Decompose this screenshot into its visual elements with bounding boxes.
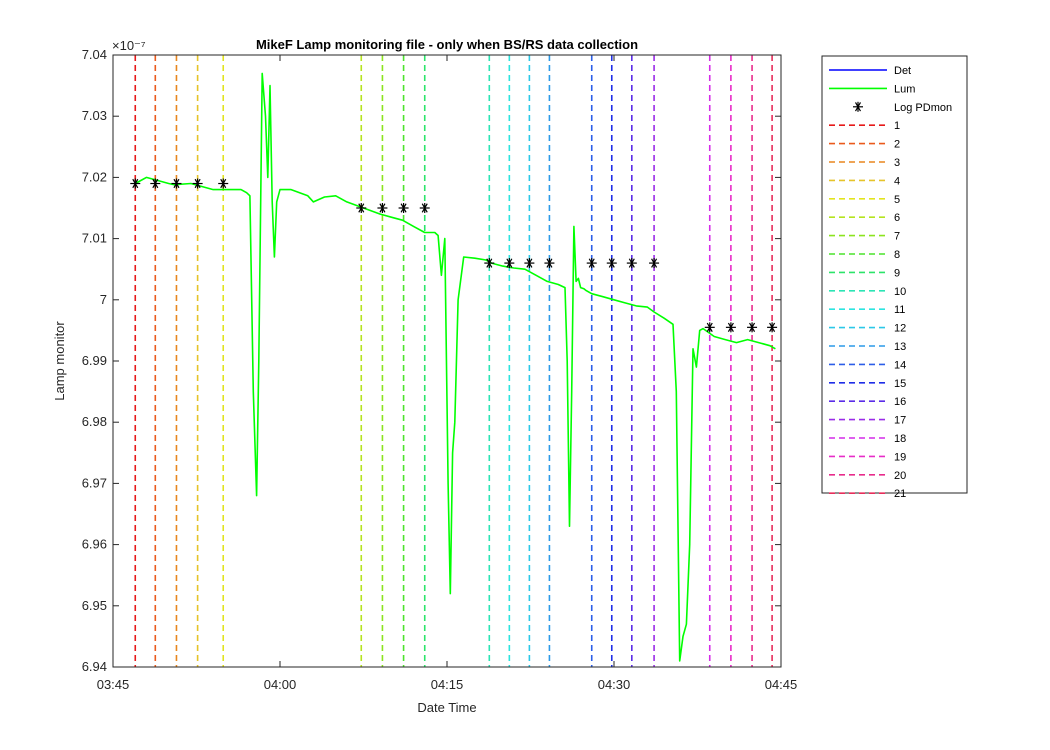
y-tick-label: 6.96 bbox=[82, 537, 107, 552]
y-tick-label: 6.99 bbox=[82, 353, 107, 368]
chart-title: MikeF Lamp monitoring file - only when B… bbox=[256, 37, 638, 52]
x-tick-label: 03:45 bbox=[97, 677, 130, 692]
log-pdmon-marker bbox=[130, 178, 141, 189]
series-layer bbox=[134, 72, 776, 662]
x-axis-ticks: 03:45 04:00 04:15 04:30 04:45 bbox=[97, 55, 798, 692]
log-pdmon-marker bbox=[704, 322, 715, 333]
log-pdmon-marker bbox=[150, 178, 161, 189]
legend-label: 6 bbox=[894, 212, 900, 224]
log-pdmon-marker bbox=[606, 258, 617, 269]
log-pdmon-marker bbox=[192, 178, 203, 189]
x-axis-label: Date Time bbox=[417, 700, 476, 715]
log-pdmon-marker bbox=[649, 258, 660, 269]
y-tick-label: 6.95 bbox=[82, 598, 107, 613]
legend-label: 4 bbox=[894, 175, 900, 187]
log-pdmon-markers bbox=[130, 178, 778, 333]
y-tick-label: 6.98 bbox=[82, 414, 107, 429]
legend-label: 19 bbox=[894, 451, 906, 463]
legend-label: Det bbox=[894, 65, 911, 77]
log-pdmon-marker bbox=[767, 322, 778, 333]
log-pdmon-marker bbox=[419, 203, 430, 213]
x-tick-label: 04:30 bbox=[598, 677, 631, 692]
legend-label: 7 bbox=[894, 231, 900, 243]
log-pdmon-marker bbox=[504, 258, 515, 269]
y-tick-label: 7.04 bbox=[82, 47, 107, 62]
series-lum-line bbox=[134, 72, 776, 662]
log-pdmon-marker bbox=[484, 258, 495, 269]
legend-label: 11 bbox=[894, 304, 905, 316]
legend-marker-log-pdmon bbox=[853, 101, 863, 112]
y-tick-label: 7.03 bbox=[82, 108, 107, 123]
y-axis-label: Lamp monitor bbox=[52, 321, 67, 401]
log-pdmon-marker bbox=[398, 203, 409, 213]
log-pdmon-marker bbox=[356, 203, 367, 213]
legend-label: 20 bbox=[894, 470, 906, 482]
y-axis-ticks: 6.94 6.95 6.96 6.97 6.98 6.99 7 7.01 7.02 7.03 7.0… bbox=[82, 47, 781, 674]
log-pdmon-marker bbox=[747, 322, 758, 333]
vertical-marker-lines bbox=[134, 55, 773, 667]
legend-label: 16 bbox=[894, 396, 906, 408]
legend-label: Lum bbox=[894, 83, 915, 95]
log-pdmon-marker bbox=[626, 258, 637, 269]
log-pdmon-marker bbox=[544, 258, 555, 269]
y-tick-label: 6.97 bbox=[82, 475, 107, 490]
log-pdmon-marker bbox=[171, 178, 182, 189]
legend-label: 8 bbox=[894, 249, 900, 261]
legend-label: 2 bbox=[894, 139, 900, 151]
legend-box bbox=[821, 55, 968, 494]
log-pdmon-marker bbox=[524, 258, 535, 269]
log-pdmon-marker bbox=[218, 178, 229, 189]
y-tick-label: 7 bbox=[100, 292, 107, 307]
legend-label: 17 bbox=[894, 415, 906, 427]
y-tick-label: 6.94 bbox=[82, 659, 107, 674]
y-exponent-label: ×10⁻⁷ bbox=[112, 38, 146, 53]
x-tick-label: 04:45 bbox=[765, 677, 798, 692]
x-tick-label: 04:15 bbox=[431, 677, 464, 692]
legend-label: 12 bbox=[894, 323, 906, 335]
log-pdmon-marker bbox=[586, 258, 597, 269]
log-pdmon-marker bbox=[377, 203, 388, 213]
legend-label: 3 bbox=[894, 157, 900, 169]
legend-label: 1 bbox=[894, 120, 900, 132]
legend-label: 14 bbox=[894, 359, 906, 371]
y-tick-label: 7.02 bbox=[82, 169, 107, 184]
legend-label: 10 bbox=[894, 286, 906, 298]
legend-label: 9 bbox=[894, 267, 900, 279]
legend-label: 5 bbox=[894, 194, 900, 206]
legend-label: 13 bbox=[894, 341, 906, 353]
log-pdmon-marker bbox=[725, 322, 736, 333]
x-tick-label: 04:00 bbox=[264, 677, 297, 692]
legend-label: 15 bbox=[894, 378, 906, 390]
y-tick-label: 7.01 bbox=[82, 231, 107, 246]
legend-label: Log PDmon bbox=[894, 102, 952, 114]
legend-label: 21 bbox=[894, 488, 906, 500]
legend-label: 18 bbox=[894, 433, 906, 445]
